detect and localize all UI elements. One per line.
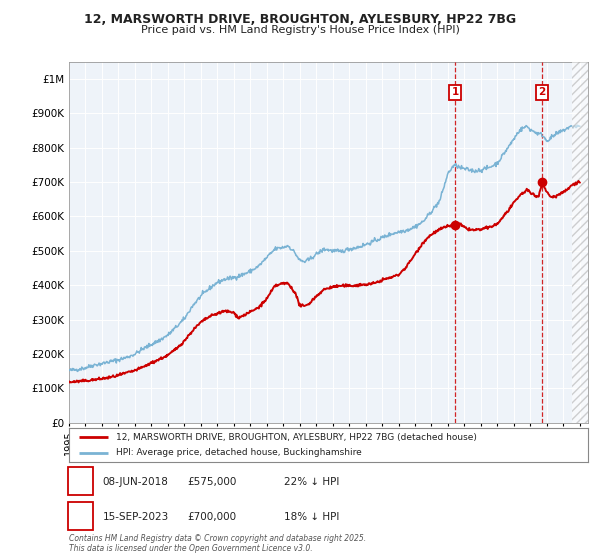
Text: 12, MARSWORTH DRIVE, BROUGHTON, AYLESBURY, HP22 7BG: 12, MARSWORTH DRIVE, BROUGHTON, AYLESBUR… xyxy=(84,13,516,26)
Text: £575,000: £575,000 xyxy=(188,477,237,487)
Text: 15-SEP-2023: 15-SEP-2023 xyxy=(103,512,169,522)
Bar xyxy=(572,62,588,423)
Text: HPI: Average price, detached house, Buckinghamshire: HPI: Average price, detached house, Buck… xyxy=(116,449,361,458)
Text: 12, MARSWORTH DRIVE, BROUGHTON, AYLESBURY, HP22 7BG (detached house): 12, MARSWORTH DRIVE, BROUGHTON, AYLESBUR… xyxy=(116,433,476,442)
Text: 2: 2 xyxy=(77,511,84,521)
Text: Price paid vs. HM Land Registry's House Price Index (HPI): Price paid vs. HM Land Registry's House … xyxy=(140,25,460,35)
Text: 2: 2 xyxy=(538,87,545,97)
Text: 08-JUN-2018: 08-JUN-2018 xyxy=(103,477,169,487)
Bar xyxy=(572,62,588,423)
Text: £700,000: £700,000 xyxy=(188,512,237,522)
Text: 1: 1 xyxy=(452,87,459,97)
Text: 18% ↓ HPI: 18% ↓ HPI xyxy=(284,512,339,522)
Text: 1: 1 xyxy=(77,476,84,486)
Text: Contains HM Land Registry data © Crown copyright and database right 2025.
This d: Contains HM Land Registry data © Crown c… xyxy=(69,534,366,553)
Text: 22% ↓ HPI: 22% ↓ HPI xyxy=(284,477,339,487)
